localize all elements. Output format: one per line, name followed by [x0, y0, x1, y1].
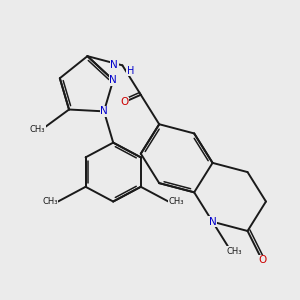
Text: N: N [209, 217, 216, 227]
Text: O: O [258, 255, 266, 266]
Text: N: N [110, 60, 118, 70]
Text: CH₃: CH₃ [169, 197, 184, 206]
Text: O: O [120, 97, 128, 107]
Text: H: H [127, 66, 134, 76]
Text: CH₃: CH₃ [227, 247, 242, 256]
Text: CH₃: CH₃ [30, 125, 46, 134]
Text: N: N [109, 75, 117, 85]
Text: N: N [100, 106, 108, 116]
Text: CH₃: CH₃ [42, 197, 58, 206]
